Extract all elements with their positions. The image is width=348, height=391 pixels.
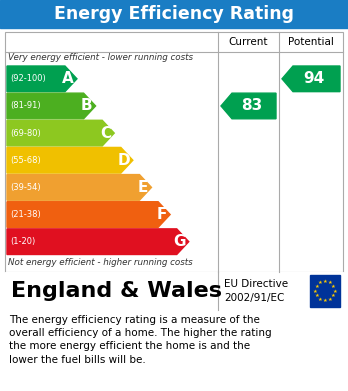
Text: 83: 83 [241, 99, 262, 113]
Polygon shape [7, 174, 151, 200]
Text: ★: ★ [331, 293, 336, 298]
Text: ★: ★ [314, 284, 319, 289]
Text: ★: ★ [314, 293, 319, 298]
Text: Very energy efficient - lower running costs: Very energy efficient - lower running co… [8, 53, 193, 62]
Text: ★: ★ [327, 280, 332, 285]
Bar [0, 0, 348, 28]
Text: E: E [138, 180, 149, 195]
Text: (81-91): (81-91) [10, 101, 41, 111]
Text: ★: ★ [318, 297, 323, 302]
Text: Current: Current [229, 37, 268, 47]
Polygon shape [7, 147, 133, 173]
Text: ★: ★ [313, 289, 318, 294]
Text: Energy Efficiency Rating: Energy Efficiency Rating [54, 5, 294, 23]
Polygon shape [7, 120, 114, 146]
Text: 94: 94 [304, 71, 325, 86]
Polygon shape [7, 202, 170, 227]
Polygon shape [282, 66, 340, 91]
Polygon shape [7, 229, 189, 255]
Text: EU Directive
2002/91/EC: EU Directive 2002/91/EC [224, 280, 288, 303]
Text: The energy efficiency rating is a measure of the
overall efficiency of a home. T: The energy efficiency rating is a measur… [9, 315, 272, 364]
Text: C: C [100, 126, 111, 141]
Text: ★: ★ [331, 284, 336, 289]
Text: (21-38): (21-38) [10, 210, 41, 219]
Text: Potential: Potential [288, 37, 334, 47]
Text: A: A [62, 71, 74, 86]
Text: ★: ★ [323, 279, 327, 284]
Text: F: F [157, 207, 167, 222]
Bar [5, 272, 343, 310]
Text: ★: ★ [318, 280, 323, 285]
Text: England & Wales: England & Wales [11, 281, 222, 301]
Polygon shape [7, 66, 77, 91]
Text: G: G [173, 234, 186, 249]
Text: (69-80): (69-80) [10, 129, 41, 138]
Text: (39-54): (39-54) [10, 183, 41, 192]
Text: (55-68): (55-68) [10, 156, 41, 165]
Text: ★: ★ [327, 297, 332, 302]
Polygon shape [221, 93, 276, 119]
Text: ★: ★ [332, 289, 337, 294]
Text: (92-100): (92-100) [10, 74, 46, 83]
Text: ★: ★ [323, 298, 327, 303]
Polygon shape [7, 93, 96, 119]
Text: (1-20): (1-20) [10, 237, 35, 246]
Text: B: B [81, 99, 93, 113]
Text: D: D [117, 153, 130, 168]
Bar [310, 275, 340, 307]
Text: Not energy efficient - higher running costs: Not energy efficient - higher running co… [8, 258, 193, 267]
